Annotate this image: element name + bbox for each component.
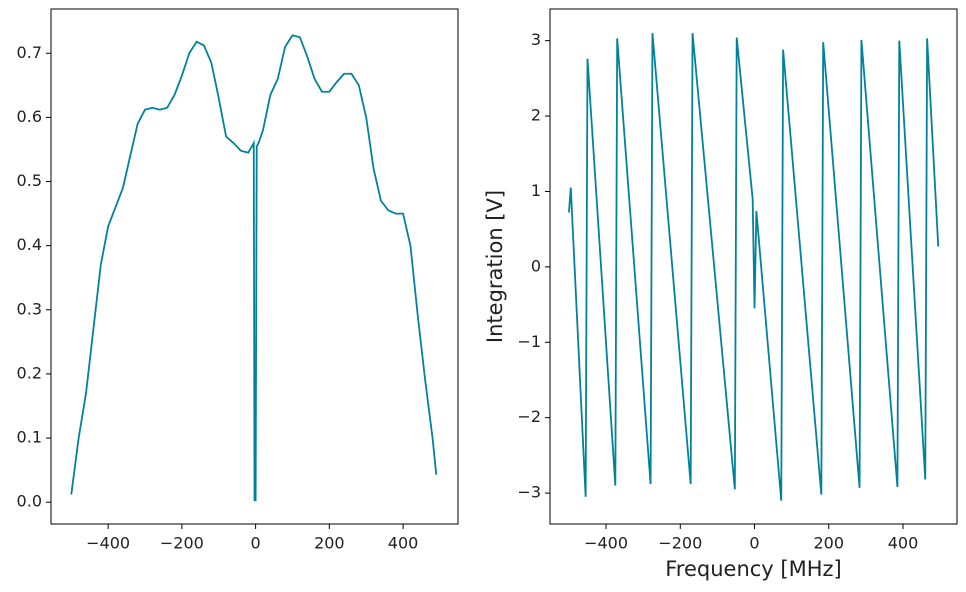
line bbox=[70, 34, 438, 502]
y-tick-label: 0.4 bbox=[17, 235, 42, 254]
y-tick-label: 0.3 bbox=[17, 299, 42, 318]
x-tick-label: −200 bbox=[658, 534, 702, 553]
x-tick-label: 0 bbox=[749, 534, 759, 553]
axes-frame bbox=[50, 8, 459, 525]
y-tick-label: 0.2 bbox=[17, 363, 42, 382]
y-tick-label: −2 bbox=[517, 407, 541, 426]
x-tick-label: 400 bbox=[388, 534, 419, 553]
x-tick-label: 200 bbox=[813, 534, 844, 553]
y-tick-label: 0.6 bbox=[17, 107, 42, 126]
x-tick-label: 200 bbox=[314, 534, 345, 553]
line bbox=[568, 33, 940, 501]
y-tick-label: 0.5 bbox=[17, 171, 42, 190]
y-tick-label: 3 bbox=[531, 30, 541, 49]
x-tick-label: −200 bbox=[160, 534, 204, 553]
axes-frame bbox=[549, 8, 958, 525]
x-tick-label: 0 bbox=[251, 534, 261, 553]
y-tick-label: 0.0 bbox=[17, 492, 42, 511]
y-tick-label: 0 bbox=[531, 256, 541, 275]
y-tick-label: −1 bbox=[517, 332, 541, 351]
y-tick-label: −3 bbox=[517, 483, 541, 502]
x-tick-label: 400 bbox=[888, 534, 919, 553]
x-axis-label: Frequency [MHz] bbox=[665, 557, 841, 581]
y-tick-label: 0.1 bbox=[17, 428, 42, 447]
x-tick-label: −400 bbox=[86, 534, 130, 553]
y-tick-label: 2 bbox=[531, 106, 541, 125]
y-tick-label: 0.7 bbox=[17, 43, 42, 62]
y-axis-label: Integration [V] bbox=[483, 190, 507, 343]
y-tick-label: 1 bbox=[531, 181, 541, 200]
x-tick-label: −400 bbox=[584, 534, 628, 553]
